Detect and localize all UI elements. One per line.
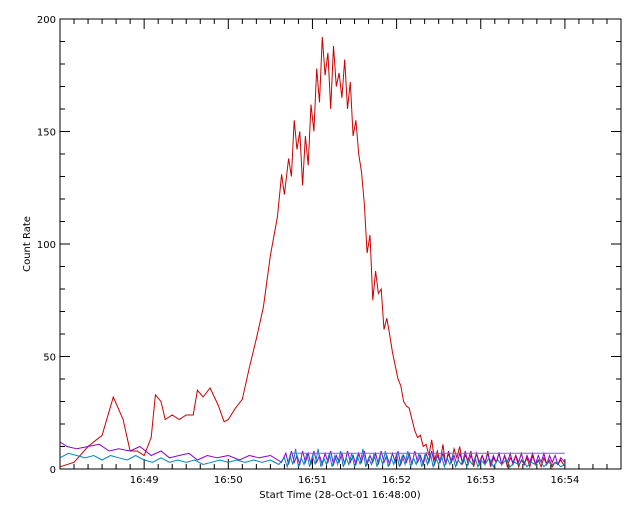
y-tick-label: 150 [37,128,56,139]
x-tick-label: 16:51 [298,475,327,486]
x-axis-label: Start Time (28-Oct-01 16:48:00) [259,490,420,501]
y-tick-label: 200 [37,15,56,26]
y-tick-label: 100 [37,240,56,251]
x-axis-ticks: 16:49 16:50 16:51 16:52 16:53 16:54 [59,19,622,486]
series-lines [59,36,566,469]
y-axis-ticks: 0 50 100 150 200 [37,15,621,476]
x-tick-label: 16:54 [550,475,579,486]
series-line-1 [59,36,566,469]
x-tick-label: 16:52 [382,475,411,486]
y-tick-label: 0 [50,465,56,476]
x-tick-label: 16:50 [214,475,243,486]
x-tick-label: 16:49 [130,475,159,486]
y-axis-label: Count Rate [22,216,33,272]
series-line-3 [59,448,566,469]
x-tick-label: 16:53 [466,475,495,486]
y-tick-label: 50 [43,353,56,364]
